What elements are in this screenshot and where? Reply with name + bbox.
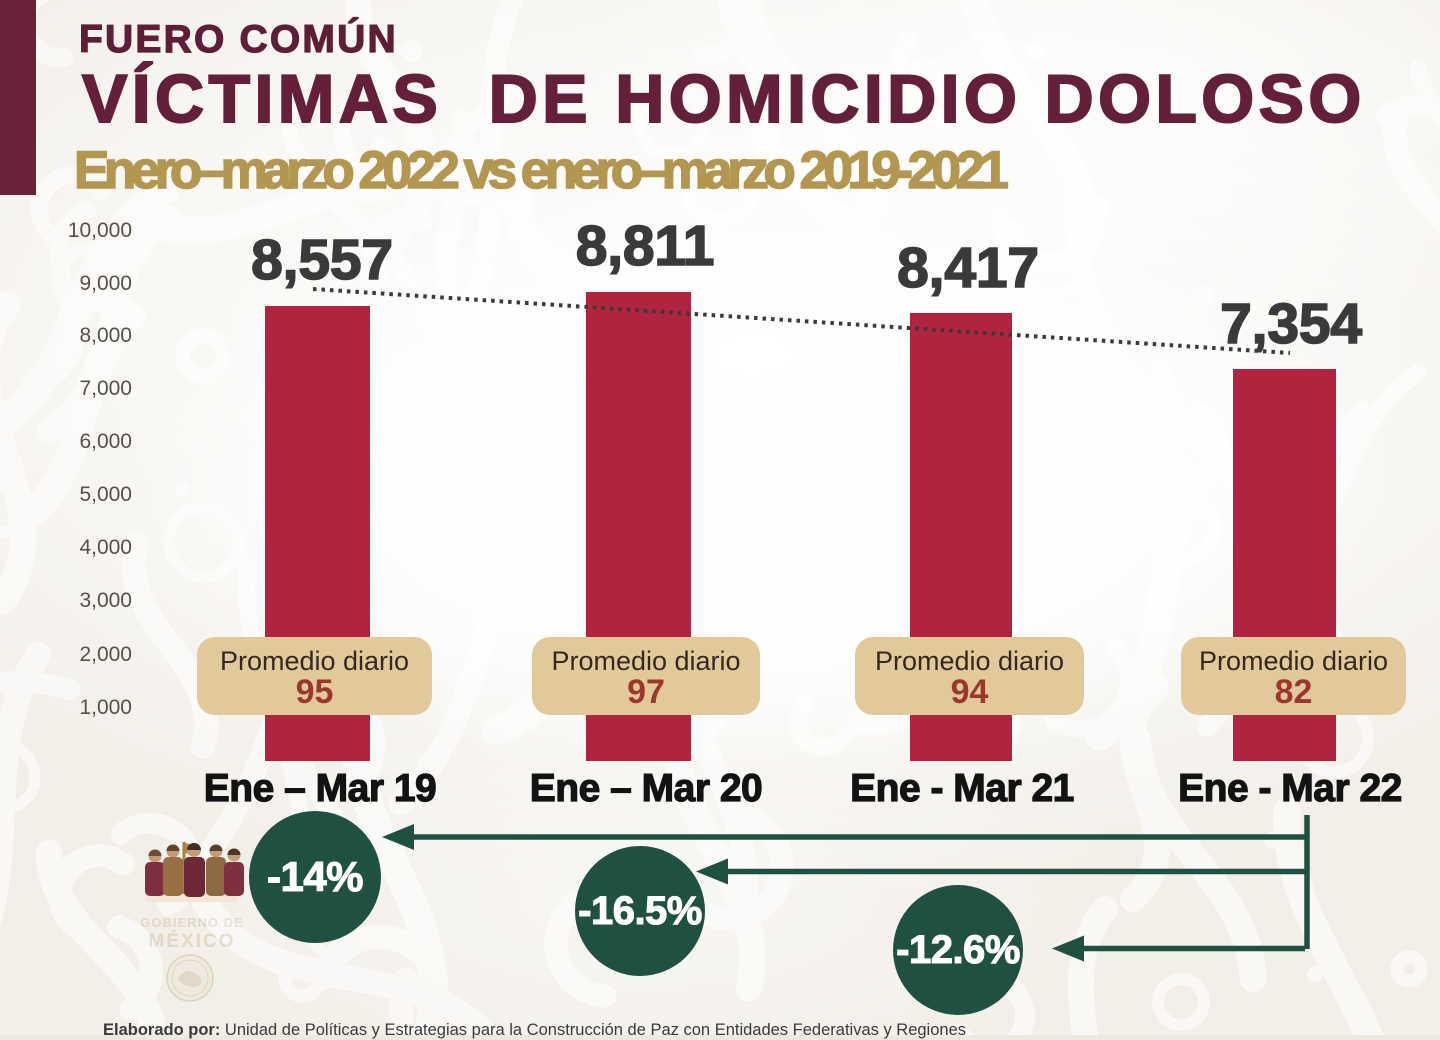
svg-text:MÉXICO: MÉXICO [149, 930, 236, 952]
svg-text:GOBIERNO DE: GOBIERNO DE [140, 915, 243, 930]
